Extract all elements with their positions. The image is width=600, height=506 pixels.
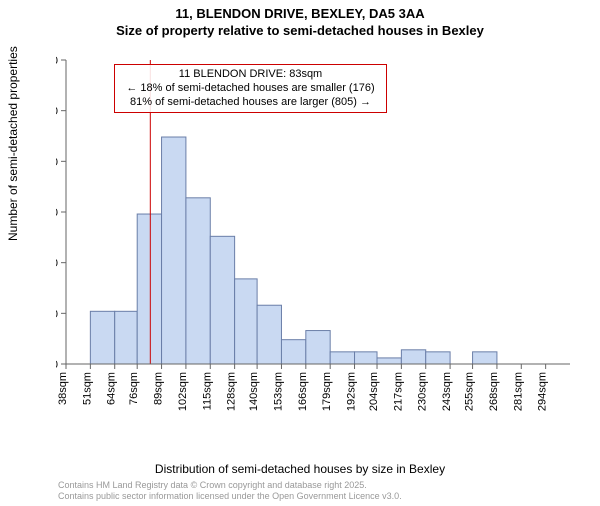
- x-tick-label: 128sqm: [226, 372, 238, 411]
- histogram-bar: [426, 352, 450, 364]
- histogram-bar: [330, 352, 354, 364]
- x-tick-label: 89sqm: [153, 372, 165, 405]
- x-tick-label: 268sqm: [488, 372, 500, 411]
- annotation-line3: 81% of semi-detached houses are larger (…: [121, 96, 380, 110]
- y-tick-label: 50: [56, 308, 58, 320]
- attribution-line1: Contains HM Land Registry data © Crown c…: [58, 480, 402, 491]
- attribution-text: Contains HM Land Registry data © Crown c…: [58, 480, 402, 503]
- histogram-chart: 0 50 100 150 200 250 300 38sqm 51sqm 64sqm 76sqm 89…: [56, 54, 576, 424]
- y-tick-label: 150: [56, 207, 58, 219]
- annotation-line2: ← 18% of semi-detached houses are smalle…: [121, 82, 380, 96]
- x-tick-label: 230sqm: [417, 372, 429, 411]
- y-tick-label: 100: [56, 258, 58, 270]
- y-axis-label: Number of semi-detached properties: [6, 46, 20, 241]
- x-tick-label: 51sqm: [81, 372, 93, 405]
- x-tick-label: 192sqm: [346, 372, 358, 411]
- y-tick-label: 200: [56, 156, 58, 168]
- y-tick-label: 0: [56, 359, 58, 371]
- histogram-bar: [115, 311, 137, 364]
- title-main: 11, BLENDON DRIVE, BEXLEY, DA5 3AA: [0, 6, 600, 21]
- annotation-line1: 11 BLENDON DRIVE: 83sqm: [121, 68, 380, 82]
- x-tick-label: 217sqm: [392, 372, 404, 411]
- x-tick-label: 204sqm: [368, 372, 380, 411]
- histogram-bar: [355, 352, 377, 364]
- x-tick-label: 38sqm: [57, 372, 69, 405]
- histogram-bar: [401, 350, 425, 364]
- histogram-bar: [137, 214, 161, 364]
- x-tick-label: 140sqm: [248, 372, 260, 411]
- x-tick-label: 153sqm: [272, 372, 284, 411]
- x-tick-label: 255sqm: [464, 372, 476, 411]
- x-tick-label: 294sqm: [537, 372, 549, 411]
- histogram-bar: [235, 279, 257, 364]
- histogram-bar: [90, 311, 114, 364]
- x-tick-label: 64sqm: [106, 372, 118, 405]
- histogram-bar: [306, 331, 330, 364]
- histogram-bar: [162, 137, 186, 364]
- histogram-bar: [473, 352, 497, 364]
- histogram-bar: [257, 305, 281, 364]
- histogram-bar: [281, 340, 305, 364]
- x-tick-label: 166sqm: [297, 372, 309, 411]
- attribution-line2: Contains public sector information licen…: [58, 491, 402, 502]
- x-axis-label: Distribution of semi-detached houses by …: [0, 462, 600, 476]
- x-tick-label: 76sqm: [128, 372, 140, 405]
- x-tick-label: 102sqm: [177, 372, 189, 411]
- x-tick-label: 179sqm: [321, 372, 333, 411]
- x-tick-label: 115sqm: [201, 372, 213, 410]
- x-tick-label: 281sqm: [512, 372, 524, 411]
- histogram-bar: [210, 236, 234, 364]
- histogram-bar: [377, 358, 401, 364]
- title-sub: Size of property relative to semi-detach…: [0, 23, 600, 38]
- y-tick-label: 300: [56, 55, 58, 67]
- histogram-bar: [186, 198, 210, 364]
- annotation-box: 11 BLENDON DRIVE: 83sqm ← 18% of semi-de…: [114, 64, 387, 113]
- y-tick-label: 250: [56, 106, 58, 118]
- x-tick-label: 243sqm: [441, 372, 453, 411]
